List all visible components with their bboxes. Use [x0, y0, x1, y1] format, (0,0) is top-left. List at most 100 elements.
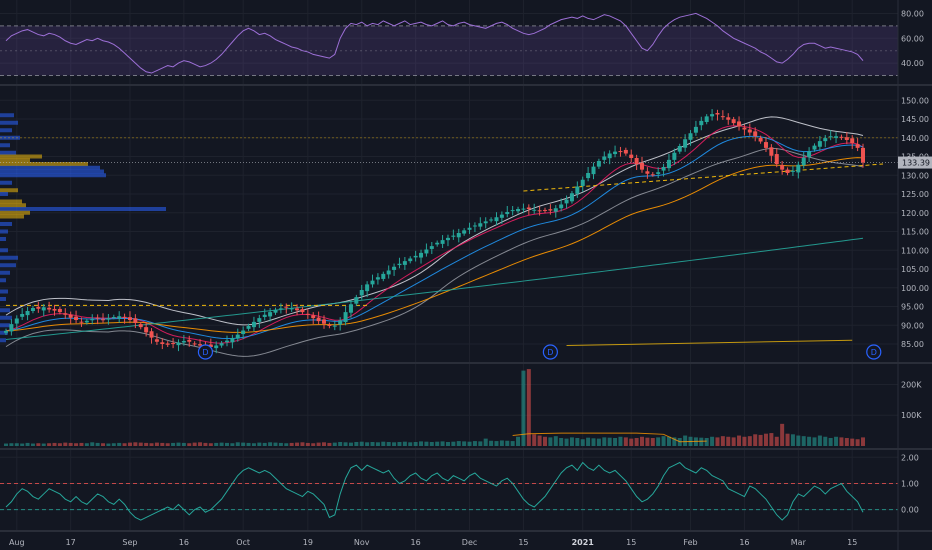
candle-body[interactable] — [505, 212, 510, 215]
candle-body[interactable] — [95, 317, 100, 319]
time-axis[interactable]: Aug 17 Sep 16 Oct 19 Nov 16 Dec 15 2021 15 Feb 16 Mar 1… — [9, 538, 857, 547]
candle-body[interactable] — [780, 165, 785, 170]
candle-body[interactable] — [305, 313, 310, 315]
candle-body[interactable] — [284, 306, 289, 308]
candle-body[interactable] — [553, 208, 558, 212]
candle-body[interactable] — [381, 273, 386, 279]
candle-body[interactable] — [9, 324, 14, 332]
candle-body[interactable] — [828, 136, 833, 138]
candle-body[interactable] — [413, 255, 418, 258]
candle-body[interactable] — [710, 114, 715, 117]
candle-body[interactable] — [747, 129, 752, 133]
candle-body[interactable] — [208, 344, 213, 347]
candle-body[interactable] — [192, 343, 197, 345]
candle-body[interactable] — [57, 308, 62, 313]
candle-body[interactable] — [844, 137, 849, 140]
candle-body[interactable] — [548, 209, 553, 211]
candle-body[interactable] — [774, 154, 779, 164]
candle-body[interactable] — [262, 314, 267, 317]
candle-body[interactable] — [273, 309, 278, 313]
candle-body[interactable] — [521, 208, 526, 210]
candle-body[interactable] — [160, 342, 165, 344]
candle-body[interactable] — [839, 136, 844, 138]
candle-body[interactable] — [564, 199, 569, 204]
candle-body[interactable] — [688, 133, 693, 140]
candle-body[interactable] — [785, 169, 790, 173]
candle-body[interactable] — [117, 316, 122, 319]
candle-body[interactable] — [144, 327, 149, 333]
candle-body[interactable] — [445, 237, 450, 241]
candle-body[interactable] — [742, 127, 747, 130]
candle-body[interactable] — [300, 309, 305, 313]
candle-body[interactable] — [720, 116, 725, 118]
candle-body[interactable] — [251, 321, 256, 328]
candle-body[interactable] — [650, 174, 655, 176]
candle-body[interactable] — [623, 149, 628, 154]
candle-body[interactable] — [327, 324, 332, 326]
candle-body[interactable] — [683, 139, 688, 148]
candle-body[interactable] — [25, 311, 30, 316]
candle-body[interactable] — [4, 330, 8, 333]
candle-body[interactable] — [165, 343, 170, 345]
candle-body[interactable] — [214, 345, 219, 349]
candle-body[interactable] — [456, 233, 461, 238]
candle-body[interactable] — [111, 317, 116, 318]
candle-body[interactable] — [176, 342, 181, 346]
candle-body[interactable] — [618, 151, 623, 153]
candle-body[interactable] — [817, 141, 822, 147]
candle-body[interactable] — [241, 330, 246, 335]
candle-body[interactable] — [149, 331, 154, 338]
candle-body[interactable] — [295, 308, 300, 311]
candle-body[interactable] — [219, 343, 224, 346]
candle-body[interactable] — [322, 319, 327, 324]
candle-body[interactable] — [666, 159, 671, 169]
candle-body[interactable] — [855, 144, 860, 148]
candle-body[interactable] — [343, 312, 348, 323]
candle-body[interactable] — [542, 209, 547, 211]
candle-body[interactable] — [30, 308, 35, 311]
candle-body[interactable] — [467, 227, 472, 230]
candle-body[interactable] — [807, 151, 812, 158]
candle-body[interactable] — [101, 319, 106, 321]
candle-body[interactable] — [68, 314, 73, 318]
candle-body[interactable] — [715, 113, 720, 115]
candle-body[interactable] — [586, 173, 591, 179]
candle-body[interactable] — [731, 119, 736, 124]
candle-body[interactable] — [230, 338, 235, 343]
candle-body[interactable] — [246, 326, 251, 329]
candle-body[interactable] — [370, 280, 375, 285]
candle-body[interactable] — [127, 317, 132, 320]
candle-body[interactable] — [661, 167, 666, 171]
candle-body[interactable] — [84, 320, 89, 323]
candle-body[interactable] — [397, 263, 402, 266]
candle-body[interactable] — [359, 290, 364, 296]
candle-body[interactable] — [758, 137, 763, 142]
candle-body[interactable] — [478, 223, 483, 227]
dividend-marker[interactable] — [866, 344, 882, 360]
candle-body[interactable] — [607, 153, 612, 159]
candle-body[interactable] — [629, 154, 634, 158]
candle-body[interactable] — [699, 120, 704, 126]
candle-body[interactable] — [268, 312, 273, 317]
candle-body[interactable] — [14, 318, 19, 324]
candle-body[interactable] — [138, 324, 143, 328]
candle-body[interactable] — [408, 258, 413, 262]
candle-body[interactable] — [494, 217, 499, 222]
candle-body[interactable] — [338, 320, 343, 325]
candle-body[interactable] — [154, 339, 159, 342]
candle-body[interactable] — [634, 158, 639, 164]
candle-body[interactable] — [429, 246, 434, 249]
candle-body[interactable] — [235, 334, 240, 339]
candle-body[interactable] — [36, 306, 41, 309]
candle-body[interactable] — [753, 131, 758, 137]
candle-body[interactable] — [613, 151, 618, 155]
candle-body[interactable] — [133, 318, 138, 323]
candle-body[interactable] — [311, 315, 316, 319]
candle-body[interactable] — [106, 318, 111, 320]
candle-body[interactable] — [640, 162, 645, 170]
candle-body[interactable] — [462, 230, 467, 234]
candle-body[interactable] — [726, 117, 731, 120]
candle-body[interactable] — [796, 164, 801, 173]
candle-body[interactable] — [834, 136, 839, 138]
